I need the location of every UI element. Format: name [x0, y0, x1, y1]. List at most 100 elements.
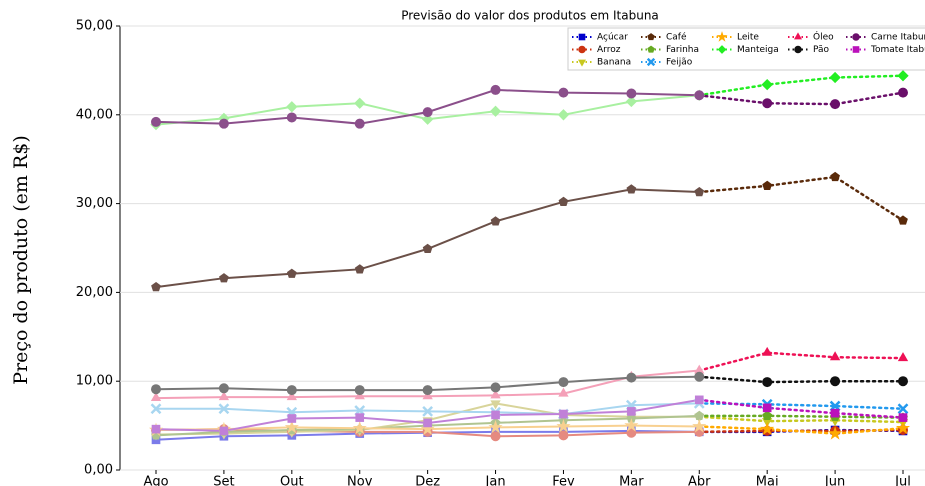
- forecast-line: [698, 402, 905, 410]
- legend: Açúcar Arroz Banana Café Farinha Feijão Leite M…: [567, 27, 925, 71]
- point: [218, 383, 229, 394]
- point: [897, 70, 909, 82]
- point: [354, 97, 366, 109]
- point: [898, 413, 908, 422]
- x-tick-label: Jun: [824, 475, 845, 486]
- legend-label: Feijão: [666, 58, 693, 68]
- point: [218, 403, 230, 415]
- point: [897, 352, 909, 362]
- point: [219, 273, 229, 283]
- legend-marker: [646, 57, 656, 67]
- x-tick-label: Mai: [756, 475, 779, 486]
- point: [490, 400, 501, 410]
- legend-marker: [716, 31, 728, 42]
- point: [895, 420, 911, 435]
- y-tick-label: 0,00: [84, 463, 113, 478]
- point: [286, 385, 297, 396]
- point: [420, 421, 435, 436]
- legend-label: Óleo: [813, 31, 834, 43]
- legend-marker: [577, 59, 587, 67]
- point: [286, 112, 297, 123]
- forecast-line: [698, 74, 905, 97]
- point: [284, 419, 299, 434]
- legend-label: Manteiga: [737, 45, 779, 55]
- point: [218, 391, 230, 401]
- point: [624, 418, 639, 432]
- point: [558, 377, 569, 388]
- point: [694, 410, 705, 420]
- forecast-line: [698, 425, 905, 435]
- point: [287, 414, 297, 423]
- y-tick-label: 50,00: [76, 19, 113, 34]
- point: [150, 392, 162, 402]
- legend-label: Açúcar: [597, 33, 628, 43]
- forecast-line: [698, 415, 905, 424]
- chart-title: Previsão do valor dos produtos em Itabun…: [401, 9, 659, 23]
- legend-marker: [852, 46, 860, 53]
- x-tick-label: Abr: [688, 475, 711, 486]
- forecast-line: [698, 398, 905, 419]
- legend-label: Leite: [737, 33, 759, 43]
- point: [556, 419, 571, 433]
- forecast-line: [698, 175, 905, 222]
- x-tick-label: Ago: [143, 475, 168, 486]
- point: [422, 385, 433, 396]
- x-tick-label: Dez: [415, 475, 440, 486]
- y-tick-label: 10,00: [76, 374, 113, 389]
- point: [828, 426, 843, 440]
- point: [286, 268, 297, 278]
- point: [692, 419, 707, 433]
- point: [830, 408, 840, 418]
- y-axis-label: Preço do produto (em R$): [10, 135, 32, 385]
- point: [354, 118, 365, 129]
- legend-label: Carne Itabuna: [871, 33, 925, 43]
- point: [150, 403, 162, 415]
- legend-marker: [647, 45, 655, 53]
- point: [557, 109, 570, 121]
- point: [694, 186, 705, 197]
- point: [762, 346, 773, 356]
- point: [355, 413, 365, 422]
- point: [490, 84, 501, 95]
- point: [422, 406, 434, 417]
- point: [286, 391, 297, 401]
- point: [897, 403, 909, 415]
- point: [898, 376, 908, 387]
- point: [558, 430, 569, 441]
- point: [694, 90, 705, 101]
- point: [626, 88, 637, 99]
- point: [422, 243, 433, 254]
- point: [830, 171, 840, 182]
- legend-marker: [578, 45, 586, 54]
- point: [490, 216, 501, 226]
- point: [762, 98, 773, 109]
- y-tick-label: 40,00: [76, 107, 113, 122]
- point: [558, 196, 569, 206]
- legend-marker: [647, 33, 655, 41]
- point: [151, 116, 161, 127]
- point: [830, 99, 841, 110]
- point: [762, 180, 773, 190]
- point: [760, 421, 775, 436]
- point: [354, 385, 365, 396]
- x-tick-label: Nov: [347, 475, 373, 486]
- x-tick-label: Jan: [485, 475, 506, 486]
- point: [898, 215, 908, 225]
- point: [762, 410, 773, 420]
- forecast-line: [698, 414, 905, 419]
- point: [626, 184, 637, 194]
- point: [218, 118, 229, 129]
- legend-marker: [794, 45, 802, 54]
- point: [489, 105, 502, 117]
- point: [558, 87, 569, 98]
- point: [558, 387, 569, 397]
- point: [627, 407, 636, 416]
- legend-label: Café: [666, 32, 687, 43]
- point: [626, 372, 637, 383]
- point: [219, 426, 229, 436]
- point: [762, 377, 773, 388]
- point: [762, 403, 772, 413]
- point: [151, 424, 161, 434]
- legend-label: Arroz: [597, 45, 621, 55]
